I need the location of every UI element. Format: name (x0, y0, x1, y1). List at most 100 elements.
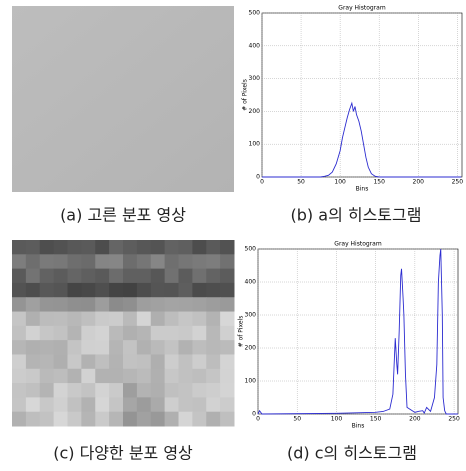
pixel-block (53, 311, 68, 327)
pixel-block (109, 383, 124, 398)
pixel-block (136, 254, 152, 270)
pixel-block (164, 383, 179, 398)
pixel-block (220, 240, 235, 255)
pixel-block (12, 411, 27, 427)
pixel-block (95, 383, 110, 398)
pixel-block (109, 397, 124, 413)
caption: (a) 고른 분포 영상 (60, 206, 186, 225)
pixel-block (150, 383, 166, 398)
x-tick-label: 0 (256, 416, 260, 423)
pixel-block (53, 340, 68, 355)
x-tick-label: 100 (334, 179, 346, 186)
pixel-block (178, 311, 193, 327)
pixel-block (67, 268, 82, 284)
pixel-block (164, 254, 179, 270)
pixel-block (178, 254, 193, 270)
pixel-block (95, 268, 110, 284)
pixel-block (25, 368, 41, 384)
pixel-block (12, 282, 27, 298)
pixel-block (164, 354, 179, 370)
x-axis-label: Bins (356, 186, 369, 193)
pixel-block (39, 340, 55, 355)
pixel-block (206, 397, 221, 413)
x-tick-label: 250 (452, 179, 464, 186)
pixel-block (123, 282, 138, 298)
pixel-block (206, 411, 221, 427)
pixel-block (192, 297, 207, 313)
pixel-block (206, 368, 221, 384)
series-line (257, 248, 458, 415)
pixel-block (95, 254, 110, 270)
y-tick-label: 100 (245, 378, 257, 385)
pixel-block (95, 354, 110, 370)
pixel-block (150, 397, 166, 413)
pixel-block (67, 354, 82, 370)
pixel-block (206, 311, 221, 327)
pixel-block (178, 340, 193, 355)
pixel-block (95, 325, 110, 341)
pixel-block (192, 397, 207, 413)
pixel-block (95, 297, 110, 313)
pixel-block (53, 282, 68, 298)
pixel-block (25, 282, 41, 298)
pixel-block (95, 282, 110, 298)
pixel-block (53, 383, 68, 398)
pixel-block (123, 311, 138, 327)
y-axis-label: # of Pixels (242, 79, 249, 111)
pixel-block (67, 325, 82, 341)
pixel-block (164, 282, 179, 298)
pixel-block (39, 411, 55, 427)
pixel-block (81, 383, 96, 398)
pixel-block (164, 325, 179, 341)
pixel-block (81, 368, 96, 384)
pixel-block (81, 240, 96, 255)
pixel-block (136, 411, 152, 427)
pixel-block (150, 268, 166, 284)
pixel-block (95, 340, 110, 355)
pixel-block (123, 383, 138, 398)
pixel-block (178, 383, 193, 398)
plot-frame (257, 248, 459, 415)
pixel-block (136, 325, 152, 341)
x-tick-label: 50 (297, 179, 305, 186)
pixel-block (109, 268, 124, 284)
pixel-block (25, 240, 41, 255)
pixel-block (164, 397, 179, 413)
pixel-block (178, 411, 193, 427)
pixel-block (109, 340, 124, 355)
pixel-block (178, 368, 193, 384)
y-tick-label: 0 (252, 411, 256, 418)
pixel-block (39, 282, 55, 298)
pixel-block (53, 268, 68, 284)
pixel-block (192, 268, 207, 284)
pixel-block (192, 368, 207, 384)
pixel-block (220, 268, 235, 284)
series-line (262, 101, 462, 178)
pixel-block (109, 368, 124, 384)
pixel-block (12, 383, 27, 398)
pixel-block (206, 340, 221, 355)
pixel-block (81, 282, 96, 298)
pixel-block (81, 397, 96, 413)
pixel-block (150, 354, 166, 370)
pixel-block (25, 397, 41, 413)
pixel-block (109, 297, 124, 313)
pixel-block (53, 297, 68, 313)
pixel-block (12, 311, 27, 327)
pixel-block (123, 411, 138, 427)
pixel-block (206, 240, 221, 255)
pixel-block (95, 397, 110, 413)
y-tick-label: 200 (245, 345, 257, 352)
pixel-block (136, 368, 152, 384)
pixel-block (164, 368, 179, 384)
pixel-block (81, 254, 96, 270)
pixel-block (192, 311, 207, 327)
pixel-block (39, 397, 55, 413)
x-axis-label: Bins (352, 423, 365, 430)
pixel-block (25, 297, 41, 313)
pixel-block (12, 368, 27, 384)
pixel-block (81, 297, 96, 313)
chart-title: Gray Histogram (334, 241, 382, 248)
pixel-block (206, 254, 221, 270)
pixel-block (123, 368, 138, 384)
